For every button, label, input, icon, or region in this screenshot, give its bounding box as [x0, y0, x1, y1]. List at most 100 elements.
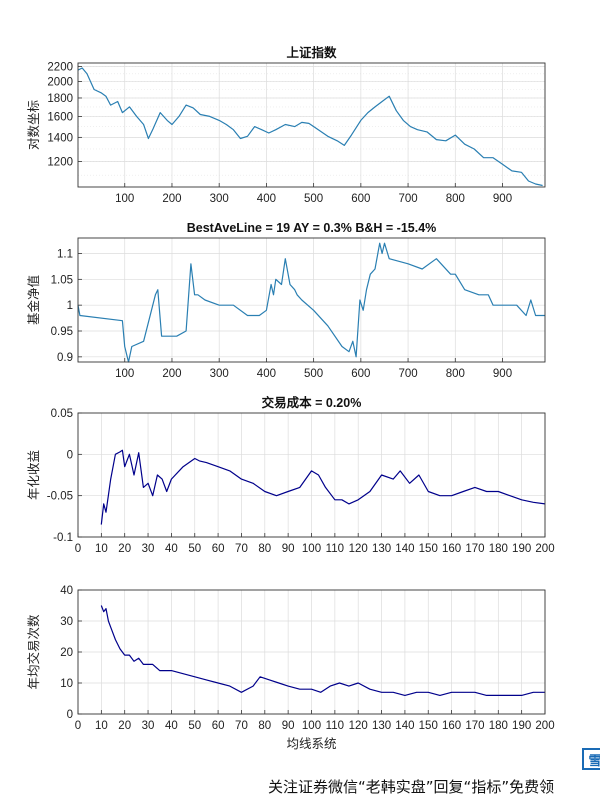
x-tick-label: 20 — [118, 720, 131, 732]
x-tick-label: 100 — [302, 720, 321, 732]
chart-figure: 100 200 300 400 500 600 700 800 9001200140016001… — [26, 45, 555, 751]
y-tick-label: 0.9 — [57, 352, 73, 364]
x-tick-label: 100 — [115, 368, 134, 380]
x-tick-label: 160 — [442, 720, 461, 732]
series-line-1 — [100, 449, 546, 525]
y-axis-label: 年化收益 — [27, 450, 41, 500]
y-tick-label: -0.05 — [47, 491, 73, 503]
x-tick-label: 800 — [446, 193, 465, 205]
y-tick-label: 1600 — [47, 111, 73, 123]
watermark-text: 关注证券微信“老韩实盘”回复“指标”免费领 — [268, 777, 555, 796]
chart-panel-2: 100 200 300 400 500 600 700 800 900 0.9 0.95 1 1.05 1… — [26, 221, 546, 380]
x-tick-label: 140 — [395, 720, 414, 732]
chart-title: BestAveLine = 19 AY = 0.3% B&H = -15.4% — [187, 221, 437, 235]
plot-frame — [77, 589, 546, 715]
x-axis-label: 均线系统 — [286, 737, 336, 751]
plot-frame — [77, 412, 546, 538]
x-tick-label: 190 — [512, 543, 531, 555]
x-tick-label: 40 — [165, 543, 178, 555]
watermark-banner: 关注证券微信“老韩实盘”回复“指标”免费领 雪 — [268, 748, 600, 800]
x-tick-label: 0 — [75, 720, 81, 732]
x-tick-label: 130 — [372, 720, 391, 732]
x-tick-label: 50 — [188, 543, 201, 555]
x-tick-label: 150 — [419, 543, 438, 555]
x-tick-label: 300 — [210, 368, 229, 380]
x-tick-label: 170 — [465, 720, 484, 732]
x-tick-label: 90 — [282, 543, 295, 555]
x-tick-label: 30 — [142, 543, 155, 555]
x-tick-label: 100 — [302, 543, 321, 555]
x-tick-label: 70 — [235, 543, 248, 555]
x-tick-label: 900 — [493, 368, 512, 380]
y-tick-label: 30 — [60, 616, 73, 628]
y-tick-label: 0 — [67, 449, 73, 461]
watermark-logo-icon: 雪 — [582, 748, 600, 770]
chart-panel-3: 0 10 20 30 40 50 60 70 80 90 100 110 120 130 140 150 160… — [27, 395, 555, 555]
chart-panel-4: 0 10 20 30 40 50 60 70 80 90 100 110 120 130 140 150 160… — [26, 585, 555, 751]
x-tick-label: 170 — [465, 543, 484, 555]
x-tick-label: 100 — [115, 193, 134, 205]
y-axis-label: 对数坐标 — [26, 100, 41, 150]
x-tick-label: 150 — [419, 720, 438, 732]
x-tick-label: 400 — [257, 193, 276, 205]
x-tick-label: 10 — [95, 543, 108, 555]
x-tick-label: 10 — [95, 720, 108, 732]
x-tick-label: 200 — [535, 543, 554, 555]
y-tick-label: 0 — [67, 709, 73, 721]
chart-title: 交易成本 = 0.20% — [262, 395, 362, 410]
x-tick-label: 200 — [162, 193, 181, 205]
x-tick-label: 130 — [372, 543, 391, 555]
y-tick-label: -0.1 — [53, 532, 73, 544]
series-line-1 — [77, 242, 545, 363]
y-tick-label: 1200 — [47, 157, 73, 169]
chart-title: 上证指数 — [286, 45, 337, 60]
y-tick-label: 0.05 — [51, 408, 73, 420]
x-tick-label: 300 — [210, 193, 229, 205]
chart-panel-1: 100 200 300 400 500 600 700 800 900 1200 1400 1600 1… — [26, 45, 546, 205]
x-tick-label: 700 — [398, 193, 417, 205]
x-tick-label: 60 — [212, 543, 225, 555]
x-tick-label: 30 — [142, 720, 155, 732]
x-tick-label: 180 — [489, 543, 508, 555]
x-tick-label: 110 — [326, 543, 344, 555]
x-tick-label: 180 — [489, 720, 508, 732]
series-line-1 — [77, 67, 543, 187]
y-tick-label: 10 — [60, 678, 73, 690]
x-tick-label: 400 — [257, 368, 276, 380]
x-tick-label: 80 — [258, 720, 271, 732]
y-tick-label: 1 — [67, 300, 73, 312]
x-tick-label: 500 — [304, 368, 323, 380]
y-tick-label: 2000 — [47, 76, 73, 88]
x-tick-label: 120 — [349, 720, 368, 732]
x-tick-label: 190 — [512, 720, 531, 732]
x-tick-label: 200 — [535, 720, 554, 732]
x-tick-label: 600 — [351, 193, 370, 205]
y-tick-label: 1.1 — [57, 249, 73, 261]
y-axis-label: 基金净值 — [26, 275, 41, 325]
x-tick-label: 110 — [326, 720, 344, 732]
x-tick-label: 500 — [304, 193, 323, 205]
x-tick-label: 70 — [235, 720, 248, 732]
x-tick-label: 200 — [162, 368, 181, 380]
y-tick-label: 40 — [60, 585, 73, 597]
x-tick-label: 140 — [395, 543, 414, 555]
x-tick-label: 50 — [188, 720, 201, 732]
x-tick-label: 800 — [446, 368, 465, 380]
x-tick-label: 0 — [75, 543, 81, 555]
x-tick-label: 700 — [398, 368, 417, 380]
x-tick-label: 160 — [442, 543, 461, 555]
x-tick-label: 90 — [282, 720, 295, 732]
x-tick-label: 40 — [165, 720, 178, 732]
y-tick-label: 2200 — [47, 62, 73, 74]
x-tick-label: 600 — [351, 368, 370, 380]
x-tick-label: 120 — [349, 543, 368, 555]
y-axis-label: 年均交易次数 — [26, 614, 41, 690]
series-line-1 — [100, 605, 545, 697]
y-tick-label: 1.05 — [51, 274, 73, 286]
y-tick-label: 20 — [60, 647, 73, 659]
plot-frame — [77, 237, 546, 363]
y-tick-label: 1400 — [47, 132, 73, 144]
plot-area — [78, 238, 545, 362]
y-tick-label: 0.95 — [51, 326, 73, 338]
plot-frame — [77, 62, 546, 188]
